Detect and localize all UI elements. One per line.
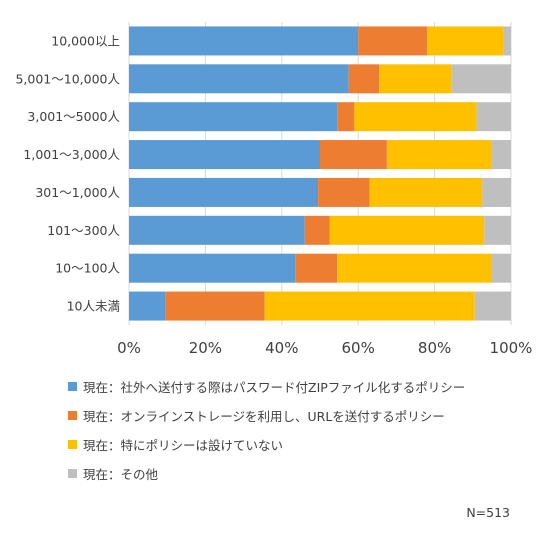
bar-segment <box>129 253 296 283</box>
bar-segment <box>329 215 485 245</box>
legend-swatch <box>68 469 77 478</box>
x-tick-labels: 0% 20% 40% 60% 80% 100% <box>117 339 532 357</box>
legend-item: 現在：オンラインストレージを利用し、URLを送付するポリシー <box>68 401 465 430</box>
bar-segment <box>295 253 338 283</box>
x-tick-label: 60% <box>342 339 375 357</box>
legend-item: 現在：社外へ送付する際はパスワード付ZIPファイル化するポリシー <box>68 372 465 401</box>
legend-label: 現在：社外へ送付する際はパスワード付ZIPファイル化するポリシー <box>83 380 466 395</box>
bars <box>129 26 511 321</box>
bar-segment <box>129 64 349 94</box>
bar-segment <box>318 177 370 207</box>
bar-segment <box>304 215 330 245</box>
category-labels: 10,000以上 5,001～10,000人 3,001～5000人 1,001～3,… <box>15 33 120 313</box>
bar-segment <box>358 26 427 56</box>
bar-segment <box>165 291 265 321</box>
bar-segment <box>476 102 511 132</box>
bar-segment <box>320 140 387 170</box>
category-label: 1,001～3,000人 <box>23 147 120 162</box>
legend-label: 現在：その他 <box>83 467 159 482</box>
category-label: 301～1,000人 <box>35 185 120 200</box>
category-label: 5,001～10,000人 <box>15 71 120 86</box>
bar-segment <box>129 291 166 321</box>
legend-item: 現在：特にポリシーは設けていない <box>68 430 465 459</box>
bar-segment <box>426 26 504 56</box>
bar-segment <box>264 291 475 321</box>
bar-segment <box>482 177 511 207</box>
category-label: 10人未満 <box>67 299 120 314</box>
bar-segment <box>129 26 359 56</box>
category-label: 10～100人 <box>55 261 120 276</box>
bar-segment <box>354 102 477 132</box>
bar-segment <box>491 140 511 170</box>
bar-segment <box>484 215 511 245</box>
x-tick-label: 100% <box>490 339 533 357</box>
legend-swatch <box>68 411 77 420</box>
bar-segment <box>337 253 492 283</box>
x-tick-label: 20% <box>189 339 222 357</box>
legend: 現在：社外へ送付する際はパスワード付ZIPファイル化するポリシー 現在：オンライ… <box>68 372 465 488</box>
category-label: 3,001～5000人 <box>27 109 120 124</box>
legend-label: 現在：オンラインストレージを利用し、URLを送付するポリシー <box>83 409 445 424</box>
x-tick-label: 0% <box>117 339 141 357</box>
legend-swatch <box>68 382 77 391</box>
bar-segment <box>129 102 338 132</box>
bar-segment <box>474 291 511 321</box>
stacked-bar-chart: 10,000以上 5,001～10,000人 3,001～5000人 1,001～3,… <box>15 22 532 357</box>
category-label: 101～300人 <box>47 223 120 238</box>
bar-segment <box>348 64 380 94</box>
bar-segment <box>379 64 452 94</box>
bar-segment <box>503 26 511 56</box>
legend-swatch <box>68 440 77 449</box>
bar-segment <box>129 140 320 170</box>
bar-segment <box>369 177 483 207</box>
x-tick-label: 40% <box>265 339 298 357</box>
bar-segment <box>386 140 492 170</box>
bar-segment <box>129 177 319 207</box>
category-label: 10,000以上 <box>51 33 120 48</box>
bar-segment <box>337 102 355 132</box>
bar-segment <box>451 64 511 94</box>
bar-segment <box>491 253 511 283</box>
bar-segment <box>129 215 305 245</box>
legend-label: 現在：特にポリシーは設けていない <box>83 438 284 453</box>
x-tick-label: 80% <box>418 339 451 357</box>
sample-size-note: N=513 <box>466 505 510 520</box>
legend-item: 現在：その他 <box>68 459 465 488</box>
